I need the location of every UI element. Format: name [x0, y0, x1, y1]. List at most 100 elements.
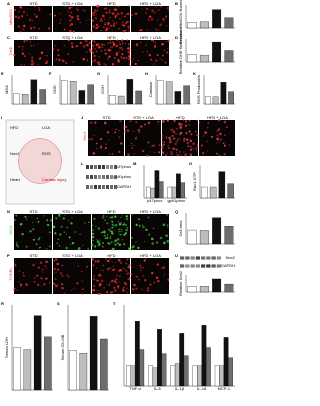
- signal: [105, 7, 108, 10]
- signal: [91, 11, 94, 13]
- signal: [118, 136, 121, 139]
- signal: [93, 134, 95, 137]
- signal: [39, 246, 41, 249]
- signal: [82, 8, 84, 11]
- signal: [127, 43, 130, 46]
- band: [216, 256, 221, 260]
- signal: [121, 42, 124, 45]
- y-label: Relative MitoSOX fluorescence: [178, 0, 183, 44]
- signal: [50, 219, 53, 222]
- signal: [128, 279, 131, 281]
- signal: [26, 218, 28, 220]
- signal: [124, 269, 127, 271]
- signal: [161, 59, 163, 61]
- signal: [135, 43, 139, 46]
- signal: [125, 22, 127, 25]
- signal: [70, 11, 73, 14]
- signal: [143, 240, 146, 243]
- marker-label: DHE: [8, 46, 13, 55]
- band: [114, 185, 117, 189]
- signal: [184, 155, 186, 157]
- signal: [102, 242, 104, 244]
- signal: [20, 64, 22, 66]
- signal: [186, 132, 188, 135]
- signal: [118, 27, 120, 30]
- signal: [88, 18, 90, 20]
- signal: [62, 217, 65, 220]
- signal: [122, 287, 125, 290]
- band: [94, 175, 97, 179]
- signal: [96, 279, 99, 283]
- signal: [123, 29, 125, 32]
- signal: [57, 238, 59, 240]
- signal: [112, 265, 114, 268]
- signal: [16, 242, 18, 244]
- signal: [40, 277, 43, 280]
- signal: [116, 39, 119, 41]
- signal: [57, 48, 60, 52]
- signal: [26, 14, 28, 16]
- signal: [86, 51, 88, 53]
- signal: [137, 129, 141, 132]
- signal: [78, 247, 81, 250]
- signal: [166, 152, 168, 154]
- bar: [154, 170, 160, 199]
- signal: [152, 40, 155, 42]
- signal: [55, 45, 57, 47]
- signal: [55, 28, 57, 30]
- signal: [67, 10, 70, 13]
- signal: [98, 56, 100, 58]
- band: [102, 165, 105, 169]
- signal: [149, 283, 152, 286]
- micrograph: [14, 6, 52, 32]
- signal: [86, 43, 89, 47]
- signal: [173, 119, 176, 123]
- band: [190, 256, 195, 260]
- signal: [146, 154, 149, 157]
- signal: [54, 232, 57, 235]
- signal: [121, 52, 124, 56]
- signal: [93, 11, 96, 14]
- column-label: HFD: [107, 253, 115, 258]
- column-label: STD: [30, 209, 38, 214]
- signal: [148, 53, 152, 57]
- signal: [53, 272, 55, 274]
- signal: [128, 52, 131, 55]
- band: [90, 185, 93, 189]
- signal: [62, 59, 65, 63]
- bar: [205, 96, 211, 105]
- signal: [206, 140, 208, 143]
- signal: [15, 244, 18, 247]
- signal: [104, 44, 106, 46]
- band: [102, 175, 105, 179]
- signal: [28, 19, 31, 22]
- signal: [70, 23, 74, 26]
- signal: [100, 145, 103, 148]
- bar: [187, 229, 197, 245]
- bar: [176, 173, 181, 199]
- signal: [165, 234, 168, 237]
- signal: [61, 264, 64, 267]
- panel-letter: O: [189, 161, 192, 166]
- signal: [176, 153, 179, 157]
- signal: [70, 222, 73, 225]
- bar: [145, 186, 151, 199]
- signal: [115, 281, 118, 284]
- signal: [176, 152, 178, 154]
- signal: [166, 25, 168, 27]
- signal: [40, 56, 42, 59]
- signal: [124, 282, 128, 286]
- signal: [20, 283, 23, 286]
- signal: [128, 247, 131, 250]
- signal: [160, 23, 162, 25]
- panel-letter: T: [113, 301, 116, 306]
- signal: [165, 41, 167, 43]
- y-label: ROS Production: [196, 75, 201, 104]
- signal: [131, 144, 134, 147]
- signal: [34, 13, 36, 16]
- signal: [115, 128, 117, 131]
- signal: [118, 228, 120, 231]
- signal: [132, 288, 135, 291]
- signal: [15, 214, 18, 217]
- y-label: Cell area: [178, 220, 183, 237]
